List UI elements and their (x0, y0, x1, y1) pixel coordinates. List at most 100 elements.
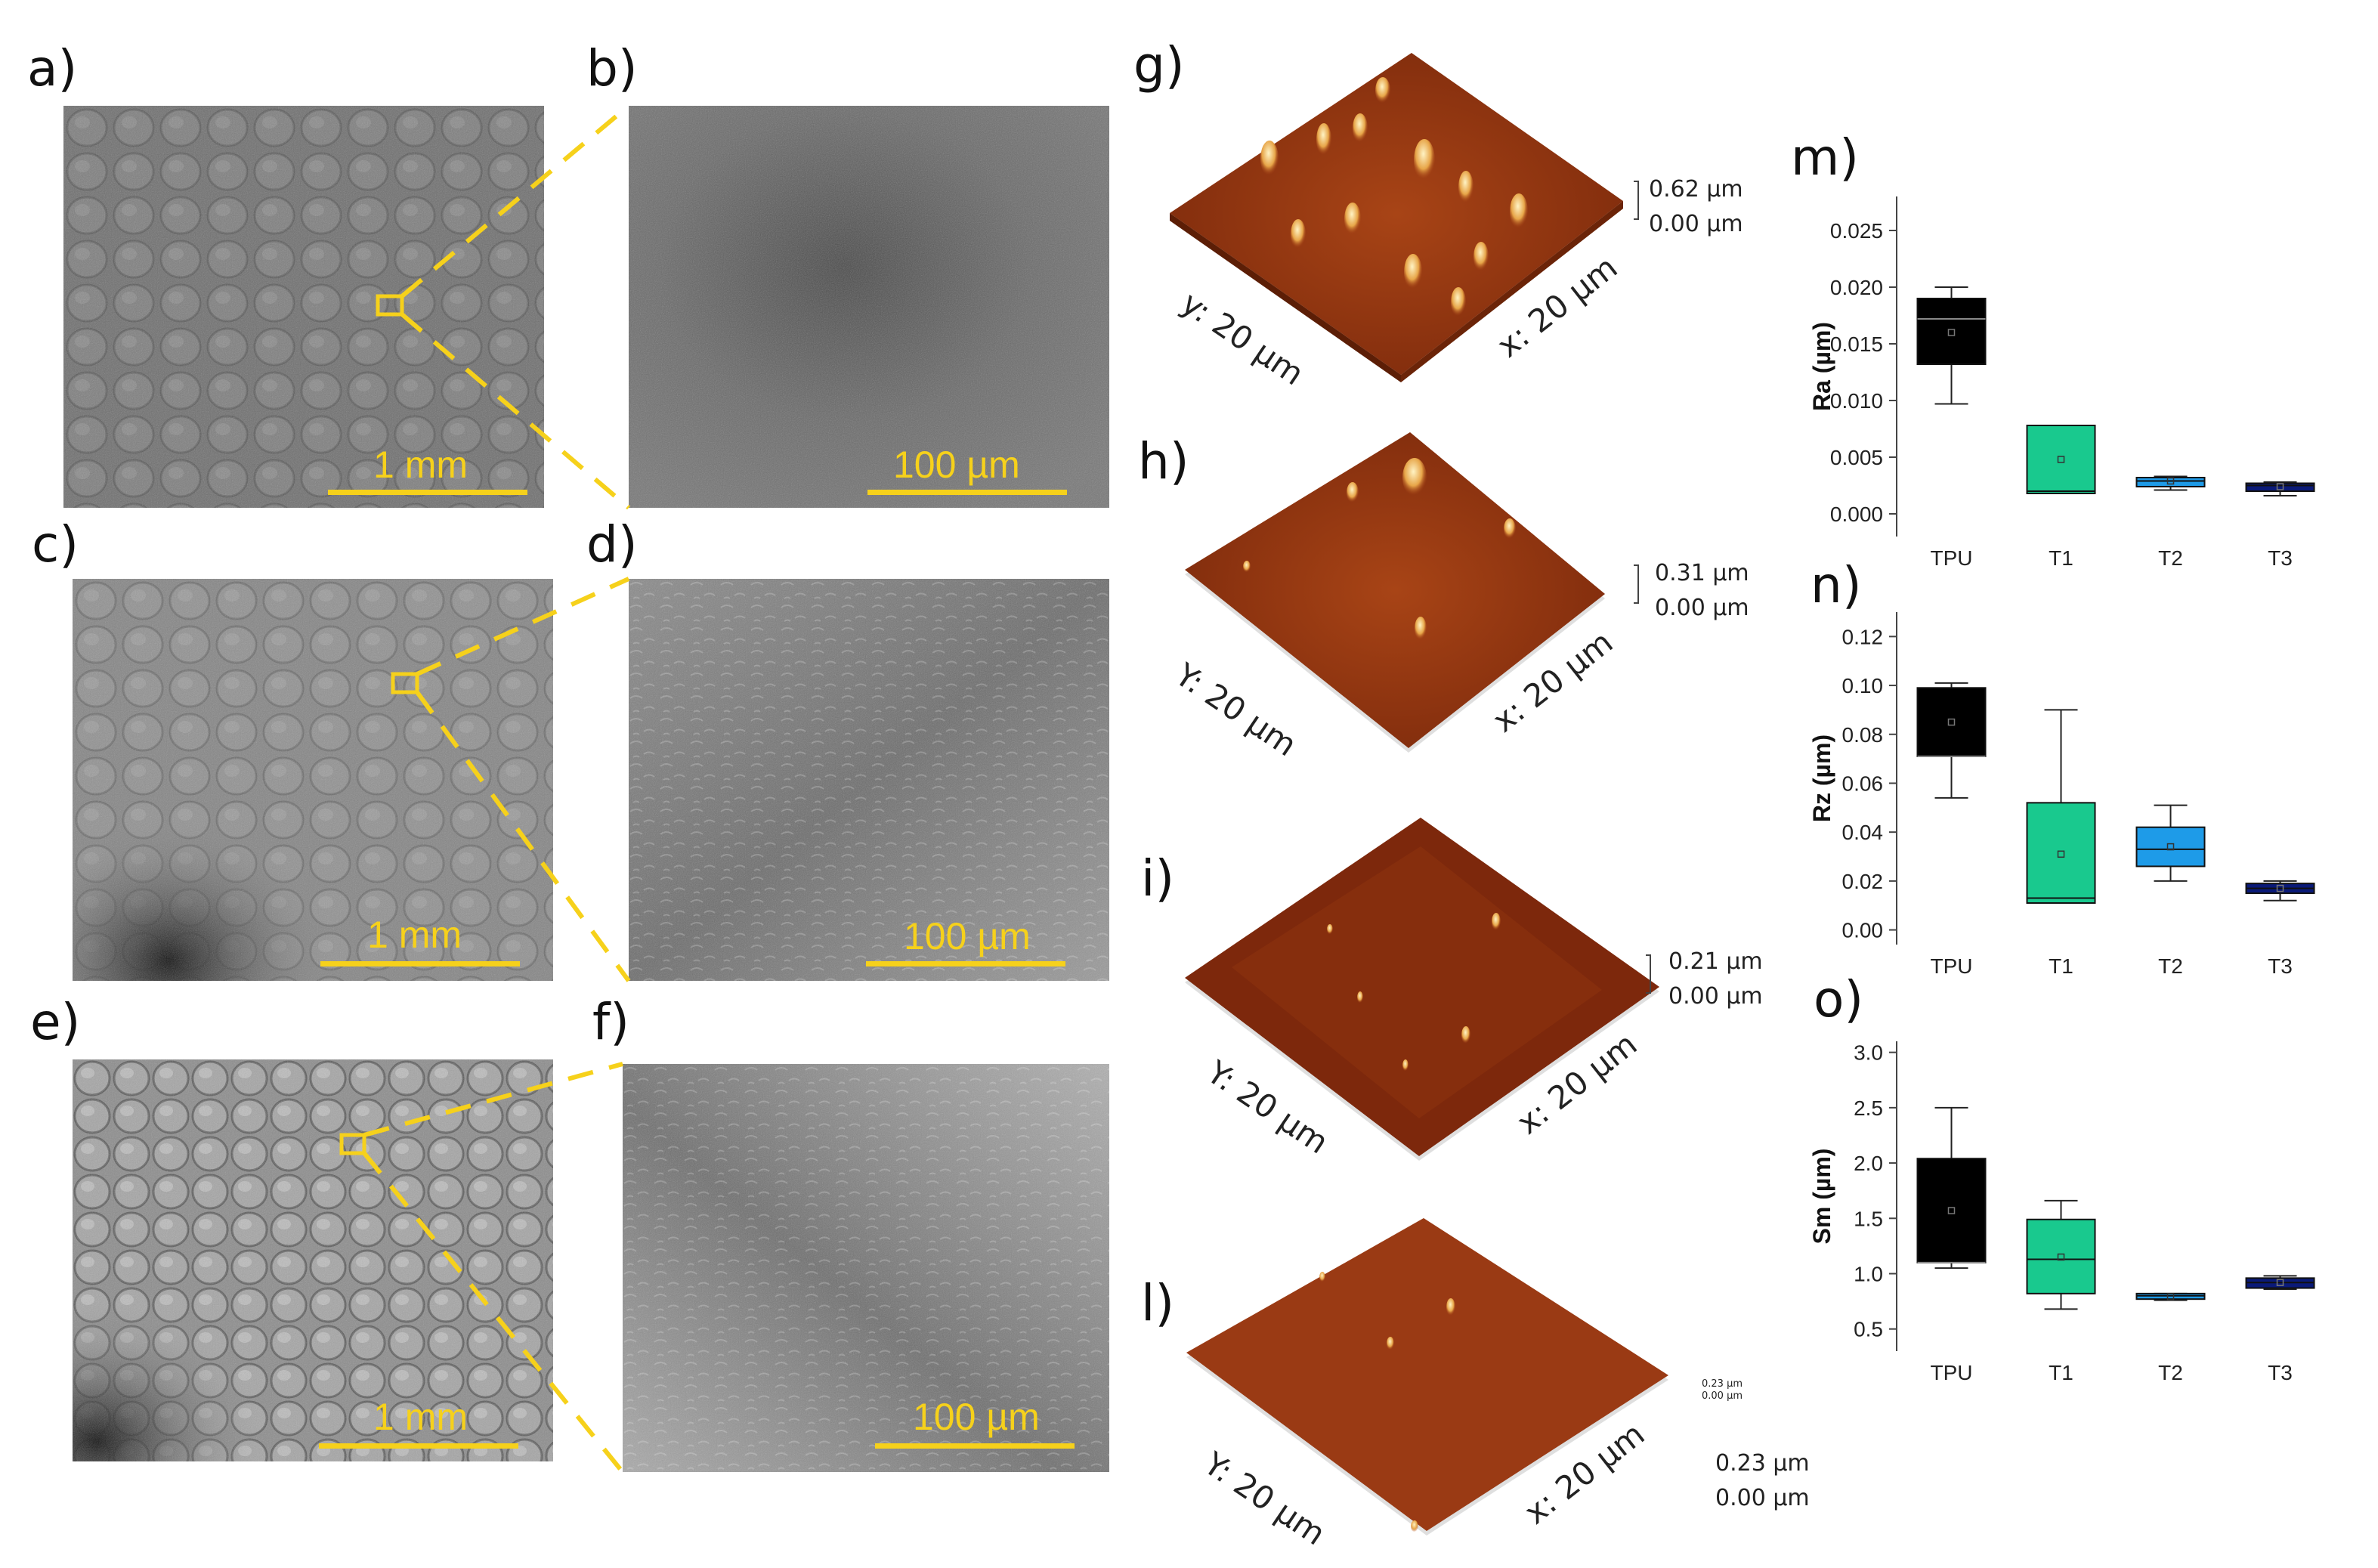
zoom-indicators (339, 104, 631, 1474)
afm-surface-g (1170, 53, 1623, 382)
mean-marker (1947, 1207, 1956, 1214)
x-tick-label: T3 (2268, 546, 2293, 570)
sem-image-e (73, 1059, 553, 1461)
x-tick-label: T2 (2158, 954, 2183, 978)
afm-i-z-bracket (1646, 954, 1651, 994)
y-tick-label: 0.5 (1854, 1318, 1883, 1341)
chart-n-rz: 0.00 0.02 0.04 0.06 0.08 0.10 0.12 Rz (µm) TPU T1… (1808, 612, 2315, 978)
scale-label-c: 1 mm (367, 914, 462, 956)
mean-marker (2276, 483, 2284, 490)
zoom-box-e (339, 1133, 366, 1155)
x-tick-label: T2 (2158, 546, 2183, 570)
sem-image-b (629, 106, 1109, 508)
x-tick-label: T3 (2268, 1361, 2293, 1384)
panel-label-l: l) (1141, 1274, 1175, 1332)
panel-label-c: c) (32, 515, 79, 574)
y-axis-label: Rz (µm) (1808, 735, 1835, 822)
box-tpu (1916, 687, 1987, 757)
panel-label-h: h) (1138, 432, 1189, 490)
panel-label-o: o) (1814, 970, 1864, 1028)
x-tick-label: T2 (2158, 1361, 2183, 1384)
scale-bar-d (866, 961, 1065, 966)
chart-o-sm: 0.5 1.0 1.5 2.0 2.5 3.0 Sm (µm) TPU T1 T2 T3 (1808, 1041, 2315, 1384)
y-tick-label: 1.0 (1854, 1263, 1883, 1286)
panel-label-e: e) (30, 993, 81, 1051)
mean-marker (2057, 1253, 2065, 1261)
box-tpu (1916, 298, 1987, 365)
y-tick-label: 0.015 (1830, 332, 1883, 356)
scale-label-d: 100 µm (904, 915, 1031, 957)
afm-surface-h (1185, 432, 1605, 753)
y-tick-label: 0.025 (1830, 219, 1883, 243)
panel-label-f: f) (592, 993, 629, 1051)
sem-image-c (73, 579, 553, 981)
afm-l-z-min-small: 0.00 µm (1702, 1390, 1743, 1402)
panel-label-a: a) (27, 39, 78, 97)
afm-l-z-max: 0.23 µm (1715, 1450, 1810, 1477)
mean-marker (1947, 329, 1956, 336)
x-tick-label: T1 (2049, 1361, 2073, 1384)
x-tick-label: T1 (2049, 546, 2073, 570)
mean-marker (2057, 850, 2065, 858)
zoom-box-a (376, 294, 404, 317)
zoom-box-c (391, 672, 419, 694)
afm-h-z-max: 0.31 µm (1655, 560, 1749, 586)
y-tick-label: 3.0 (1854, 1041, 1883, 1065)
panel-label-b: b) (586, 39, 638, 97)
y-tick-label: 0.000 (1830, 503, 1883, 526)
box-t1 (2026, 802, 2096, 904)
x-tick-label: TPU (1931, 546, 1973, 570)
scale-bar-c (320, 961, 520, 966)
sem-image-f (623, 1064, 1109, 1472)
y-tick-label: 0.020 (1830, 276, 1883, 299)
afm-i-z-min: 0.00 µm (1668, 983, 1763, 1010)
afm-g-z-bracket (1634, 181, 1639, 220)
y-tick-label: 0.010 (1830, 389, 1883, 413)
mean-marker (1947, 718, 1956, 726)
box-t2 (2135, 826, 2206, 868)
y-tick-label: 0.04 (1842, 821, 1884, 844)
mean-marker (2166, 843, 2175, 851)
chart-m-ra: 0.000 0.005 0.010 0.015 0.020 0.025 Ra (µm) TPU… (1808, 196, 2315, 570)
x-tick-label: TPU (1931, 1361, 1973, 1384)
y-tick-label: 0.005 (1830, 446, 1883, 469)
scale-bar-e (319, 1443, 518, 1449)
mean-marker (2276, 884, 2284, 892)
afm-surface-l (1186, 1218, 1668, 1536)
afm-l-z-max-small: 0.23 µm (1702, 1378, 1743, 1390)
x-tick-label: TPU (1931, 954, 1973, 978)
afm-g-z-min: 0.00 µm (1649, 211, 1743, 237)
sem-image-d (629, 579, 1109, 981)
scale-label-e: 1 mm (373, 1396, 468, 1438)
afm-h-z-bracket (1634, 564, 1639, 604)
panel-label-i: i) (1141, 849, 1175, 908)
y-tick-label: 0.06 (1842, 772, 1884, 795)
x-tick-label: T1 (2049, 954, 2073, 978)
box-t1 (2026, 1218, 2096, 1294)
y-tick-label: 0.00 (1842, 919, 1884, 942)
afm-g-z-max: 0.62 µm (1649, 176, 1743, 203)
scale-bar-f (875, 1443, 1075, 1449)
scale-label-a: 1 mm (373, 444, 468, 486)
panel-label-d: d) (586, 515, 638, 574)
y-tick-label: 0.10 (1842, 674, 1884, 697)
afm-surface-i (1185, 818, 1659, 1161)
panel-label-g: g) (1133, 36, 1185, 94)
scale-label-b: 100 µm (893, 444, 1020, 486)
y-tick-label: 2.0 (1854, 1152, 1883, 1175)
y-axis-label: Ra (µm) (1808, 322, 1835, 411)
afm-i-z-max: 0.21 µm (1668, 948, 1763, 975)
y-tick-label: 2.5 (1854, 1096, 1883, 1120)
sem-image-a (63, 106, 544, 508)
x-tick-label: T3 (2268, 954, 2293, 978)
mean-marker (2166, 1293, 2175, 1300)
scale-bar-b (867, 490, 1067, 495)
mean-marker (2166, 477, 2175, 485)
y-tick-label: 1.5 (1854, 1207, 1883, 1230)
box-tpu (1916, 1158, 1987, 1263)
mean-marker (2276, 1279, 2284, 1286)
afm-l-z-min: 0.00 µm (1715, 1485, 1810, 1511)
y-axis-label: Sm (µm) (1808, 1149, 1835, 1245)
scale-bar-a (328, 490, 527, 495)
afm-h-z-min: 0.00 µm (1655, 595, 1749, 621)
